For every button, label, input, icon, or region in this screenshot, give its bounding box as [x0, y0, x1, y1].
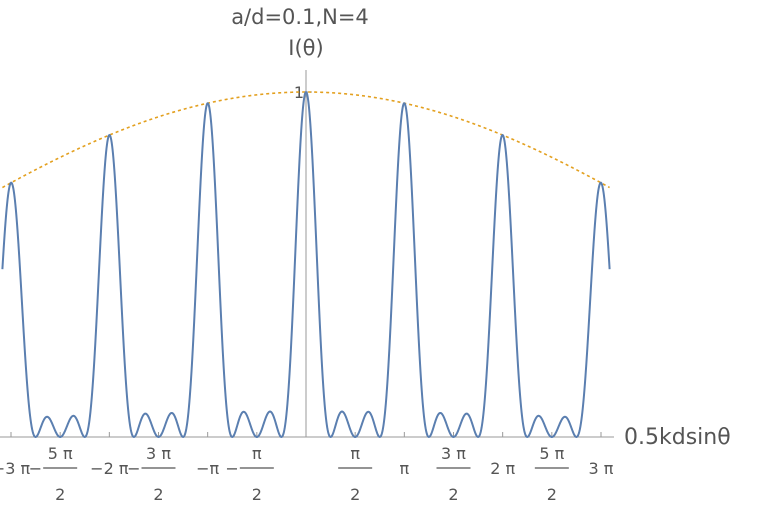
x-tick-label-fraction: π2 — [338, 444, 373, 504]
x-tick-numerator: π — [350, 444, 360, 463]
x-tick-label-fraction: 3 π 2− — [127, 444, 176, 504]
x-tick-label: −π — [196, 459, 219, 478]
x-tick-denominator: 2 — [547, 485, 557, 504]
x-tick-numerator: 5 π — [48, 444, 73, 463]
x-tick-denominator: 2 — [252, 485, 262, 504]
x-tick-label-fraction: 5 π 2 — [534, 444, 569, 504]
x-tick-label: −2 π — [90, 459, 129, 478]
x-tick-numerator: 3 π — [146, 444, 171, 463]
x-tick-denominator: 2 — [55, 485, 65, 504]
x-tick-denominator: 2 — [153, 485, 163, 504]
x-tick-label: −3 π — [0, 459, 31, 478]
x-tick-numerator: 5 π — [539, 444, 564, 463]
x-tick-numerator: π — [252, 444, 262, 463]
x-tick-label-fraction: 3 π 2 — [436, 444, 471, 504]
intensity-curve — [1, 90, 611, 439]
x-tick-label-fraction: π 2− — [225, 444, 274, 504]
x-tick-denominator: 2 — [350, 485, 360, 504]
x-tick-numerator: 3 π — [441, 444, 466, 463]
x-tick-sign: − — [127, 459, 140, 478]
x-tick-label: 3 π — [589, 459, 614, 478]
x-tick-label: 2 π — [490, 459, 515, 478]
chart-title: a/d=0.1,N=4 — [231, 5, 369, 29]
x-tick-label: π — [400, 459, 410, 478]
x-tick-label-fraction: 5 π 2− — [29, 444, 78, 504]
envelope-curve — [2, 91, 610, 189]
y-axis-label: I(θ) — [288, 36, 323, 60]
x-tick-sign: − — [29, 459, 42, 478]
x-tick-denominator: 2 — [448, 485, 458, 504]
x-axis-label: 0.5kdsinθ — [624, 425, 731, 450]
x-tick-sign: − — [225, 459, 238, 478]
